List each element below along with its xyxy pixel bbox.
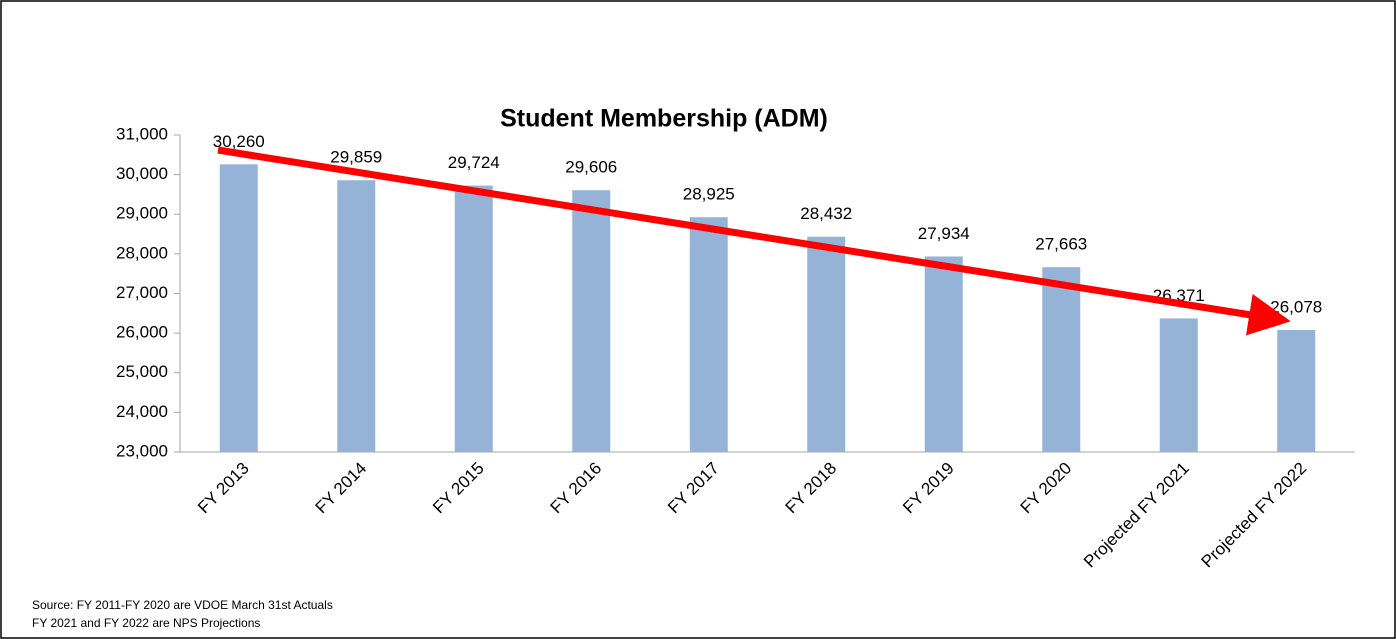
chart-title: Student Membership (ADM): [500, 105, 828, 133]
bar: [1042, 267, 1081, 452]
data-label: 27,934: [918, 224, 970, 243]
data-label: 26,078: [1270, 298, 1322, 317]
data-label: 29,606: [565, 158, 617, 177]
bar: [454, 185, 493, 452]
y-tick-label: 31,000: [116, 124, 168, 143]
bar: [807, 236, 846, 452]
y-tick-label: 30,000: [116, 164, 168, 183]
data-label: 27,663: [1035, 235, 1087, 254]
y-tick-label: 29,000: [116, 204, 168, 223]
bar: [689, 217, 728, 452]
data-label: 28,432: [800, 204, 852, 223]
y-tick-label: 26,000: [116, 323, 168, 342]
bar: [1277, 330, 1316, 452]
y-tick-label: 28,000: [116, 243, 168, 262]
trend-arrow: [217, 146, 1291, 336]
bar: [572, 190, 611, 452]
y-tick-label: 27,000: [116, 283, 168, 302]
bar: [337, 180, 376, 452]
y-tick-label: 24,000: [116, 402, 168, 421]
data-label: 29,724: [448, 153, 500, 172]
data-label: 30,260: [213, 132, 265, 151]
bar: [1159, 318, 1198, 452]
source-note: Source: FY 2011-FY 2020 are VDOE March 3…: [32, 598, 333, 612]
data-label: 28,925: [683, 185, 735, 204]
bar: [219, 164, 258, 452]
bar: [924, 256, 963, 452]
source-note: FY 2021 and FY 2022 are NPS Projections: [32, 616, 260, 630]
y-tick-label: 23,000: [116, 441, 168, 460]
y-tick-label: 25,000: [116, 362, 168, 381]
data-label: 29,859: [330, 148, 382, 167]
